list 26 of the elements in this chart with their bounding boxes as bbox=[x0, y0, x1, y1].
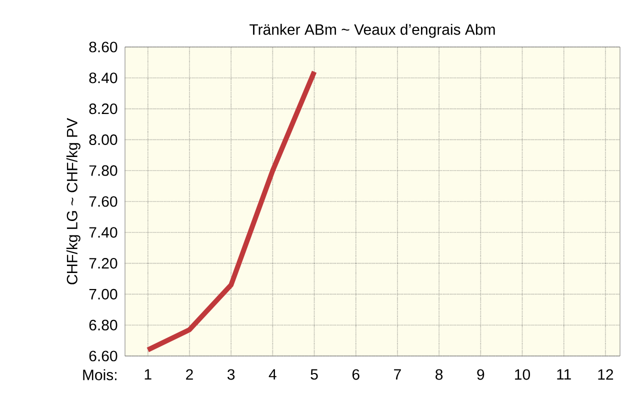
x-tick-label: 3 bbox=[227, 369, 235, 380]
x-tick-label: 2 bbox=[186, 369, 193, 380]
y-tick-label: 8.60 bbox=[89, 42, 118, 52]
y-axis-title: CHF/kg LG ~ CHF/kg PV bbox=[66, 118, 80, 284]
y-tick-label: 6.60 bbox=[89, 350, 118, 362]
x-tick-label: 10 bbox=[515, 369, 530, 380]
x-tick-label: 12 bbox=[598, 369, 614, 380]
x-tick-label: 8 bbox=[436, 369, 443, 380]
y-tick-label: 8.00 bbox=[89, 134, 118, 146]
y-tick-label: 8.40 bbox=[89, 72, 118, 84]
x-tick-label: 1 bbox=[144, 369, 152, 380]
y-tick-label: 6.80 bbox=[89, 320, 118, 330]
x-tick-label: 9 bbox=[477, 369, 484, 380]
y-tick-label: 7.80 bbox=[89, 165, 118, 176]
x-tick-label: 5 bbox=[310, 369, 318, 380]
x-tick-label: 6 bbox=[352, 369, 360, 380]
y-tick-label: 7.20 bbox=[89, 258, 118, 269]
y-tick-label: 7.60 bbox=[89, 196, 118, 207]
x-tick-label: 11 bbox=[557, 369, 571, 380]
chart-title: Tränker ABm ~ Veaux d’engrais Abm bbox=[250, 24, 495, 38]
x-tick-label: 7 bbox=[394, 369, 401, 380]
y-tick-label: 8.20 bbox=[89, 103, 118, 114]
x-axis-title: Mois: bbox=[83, 369, 116, 380]
y-tick-label: 7.40 bbox=[89, 227, 118, 238]
x-tick-label: 4 bbox=[268, 369, 276, 380]
y-tick-label: 7.00 bbox=[89, 288, 118, 300]
